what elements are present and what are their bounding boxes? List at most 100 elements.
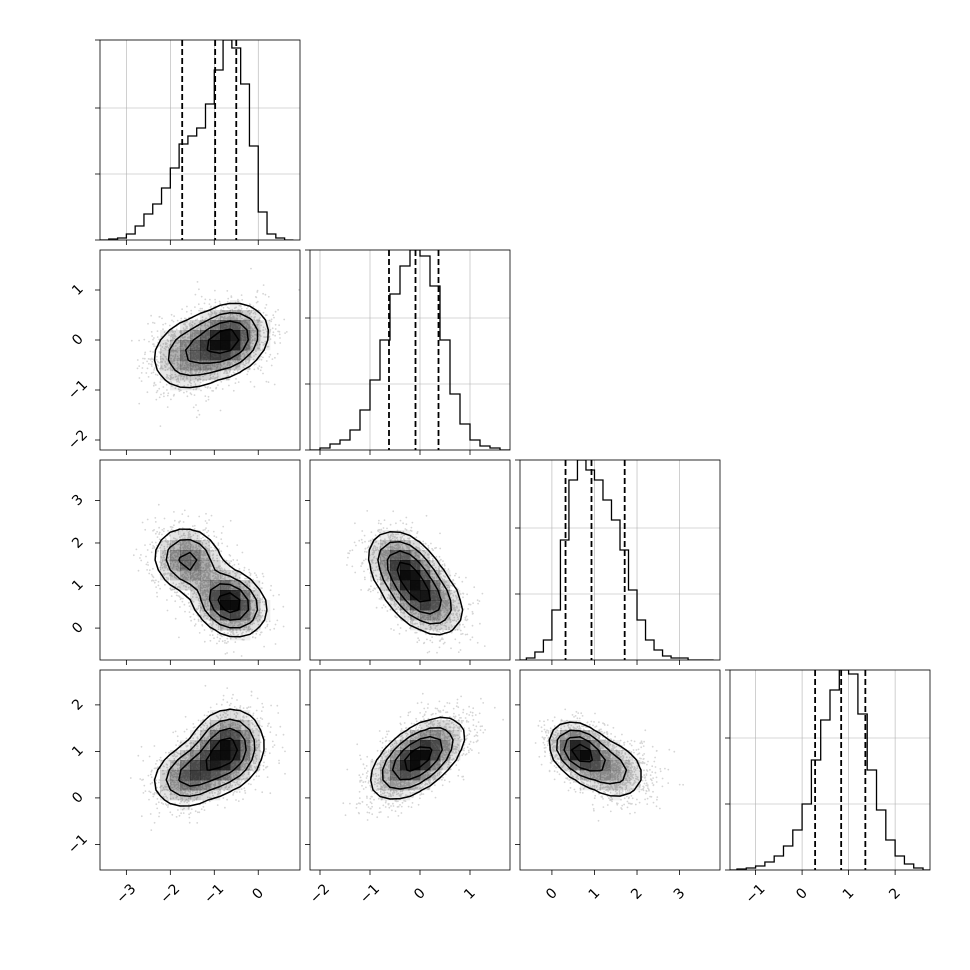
density-cell [200,370,211,381]
density-cell [200,720,211,731]
density-cell [170,770,181,781]
density-cell [430,570,441,581]
density-cell [170,560,181,571]
tick-label: 0 [543,885,561,903]
density-cell [220,730,231,741]
density-cell [220,340,231,351]
density-cell [450,600,461,611]
density-cell [160,780,171,791]
density-cell [400,770,411,781]
tick-label: −1 [357,881,383,907]
density-cell [400,570,411,581]
density-cell [430,720,441,731]
density-cell [190,560,201,571]
density-cell [610,780,621,791]
scatter-panel-0-1: −2 −1 0 1 [65,249,301,455]
density-cell [610,770,621,781]
density-cell [420,770,431,781]
density-cell [250,760,261,771]
density-cell [380,560,391,571]
density-cell [250,310,261,321]
density-cell [220,330,231,341]
contour-line [369,716,466,800]
density-cell [170,330,181,341]
contour-line [404,746,433,772]
density-cell [240,610,251,621]
density-cell [190,540,201,551]
density-cell [440,730,451,741]
density-cell [260,320,271,331]
tick-label: −2 [65,427,91,453]
density-cell [220,370,231,381]
density-cell [400,740,411,751]
density-cell [410,590,421,601]
density-cell [210,590,221,601]
density-cell [440,740,451,751]
density-cell [200,340,211,351]
density-cell [200,330,211,341]
density-cell [240,330,251,341]
density-cell [410,560,421,571]
tick-label: −2 [307,881,333,907]
density-cell [610,790,621,801]
density-cell [610,760,621,771]
density-cell [200,760,211,771]
density-cell [430,750,441,761]
density-cell [570,770,581,781]
contour-line [167,311,259,377]
density-cell [180,560,191,571]
density-cell [200,600,211,611]
density-cell [260,600,271,611]
density-cell [190,340,201,351]
density-cell [420,550,431,561]
density-cell [440,580,451,591]
histogram-panel-1 [305,249,511,455]
tick-label: 0 [249,885,267,903]
density-cell [430,760,441,771]
density-cell [370,550,381,561]
histogram-steps [310,250,510,450]
panel-content [346,510,486,654]
density-cell [160,540,171,551]
density-cell [620,760,631,771]
density-cell [380,570,391,581]
density-cell [570,740,581,751]
density-cell [230,760,241,771]
density-cell [380,750,391,761]
contour-line [396,561,431,603]
density-cell [410,770,421,781]
tick-label: 1 [586,885,604,903]
tick-label: 2 [69,534,87,552]
tick-label: −2 [157,881,183,907]
density-cell [430,560,441,571]
density-cell [250,730,261,741]
density-cell [440,760,451,771]
contour-line [205,737,239,771]
density-cell [190,750,201,761]
density-cell [210,790,221,801]
density-cell [190,360,201,371]
density-cell [230,300,241,311]
contour-line [217,592,241,614]
density-cell [390,780,401,791]
density-cell [230,630,241,641]
density-cell [390,590,401,601]
density-cell [200,780,211,791]
density-cell [400,550,411,561]
tick-label: 0 [411,885,429,903]
density-cell [170,550,181,561]
density-cell [230,720,241,731]
panel-content [130,267,300,427]
density-cell [180,780,191,791]
density-cell [600,780,611,791]
density-cell [200,580,211,591]
tick-label: −1 [65,831,91,857]
contour-line [154,528,268,638]
tick-label: −1 [65,377,91,403]
density-cell [630,760,641,771]
density-cell [400,750,411,761]
panel-content [132,503,285,657]
density-cell [200,540,211,551]
density-cell [190,600,201,611]
density-cell [200,350,211,361]
